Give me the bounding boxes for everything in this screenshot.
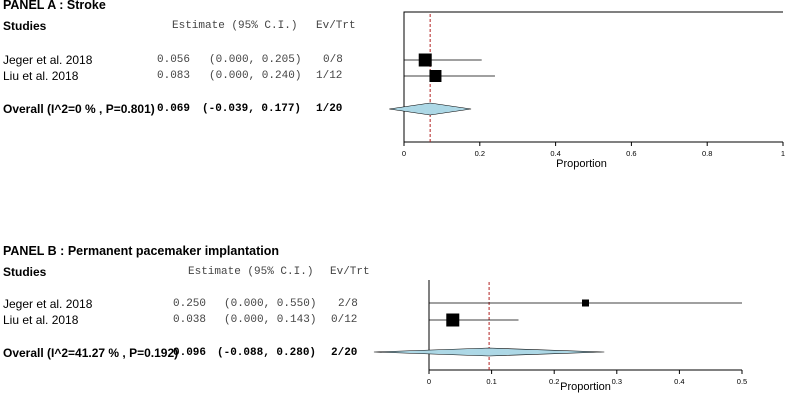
panel-b-x-axis-label: Proportion xyxy=(560,381,611,393)
panel-b-study-point xyxy=(582,299,589,307)
panel-b-x-tick-label: 0.5 xyxy=(737,377,747,386)
panel-a-header-estimate: Estimate (95% C.I.) xyxy=(172,20,298,32)
panel-a-overall-diamond xyxy=(389,102,472,116)
panel-b-header-evtrt: Ev/Trt xyxy=(330,266,370,278)
panel-b-study-point xyxy=(446,313,460,327)
panel-a-x-tick-label: 0.4 xyxy=(550,149,560,158)
panel-a-overall-ci: (-0.039, 0.177) xyxy=(202,103,302,115)
panel-b-study-ci: (0.000, 0.143) xyxy=(224,314,317,326)
panel-b-overall-diamond xyxy=(373,347,605,357)
panel-b-title: PANEL B : Permanent pacemaker implantati… xyxy=(3,244,280,258)
panel-a-study-ci: (0.000, 0.205) xyxy=(209,54,302,66)
panel-a-study-name: Liu et al. 2018 xyxy=(3,69,79,83)
panel-b-x-tick-label: 0.4 xyxy=(674,377,684,386)
panel-a-header-studies: Studies xyxy=(3,19,47,33)
panel-a-study-point xyxy=(418,53,432,67)
panel-a-x-axis-label: Proportion xyxy=(556,158,607,170)
panel-b-study-estimate: 0.038 xyxy=(173,314,207,326)
panel-b-overall-estimate: 0.096 xyxy=(173,347,207,359)
panel-b-study-evtrt: 2/8 xyxy=(338,298,358,310)
panel-a-x-tick-label: 0.8 xyxy=(702,149,712,158)
panel-a-x-tick-label: 1 xyxy=(781,149,785,158)
panel-b-x-tick-label: 0 xyxy=(427,377,431,386)
panel-a-study-evtrt: 1/12 xyxy=(316,70,343,82)
panel-a-study-estimate: 0.083 xyxy=(157,70,191,82)
panel-b-study-estimate: 0.250 xyxy=(173,298,207,310)
panel-a-study-evtrt: 0/8 xyxy=(323,54,343,66)
panel-b-overall-evtrt: 2/20 xyxy=(331,347,358,359)
panel-a-study-estimate: 0.056 xyxy=(157,54,191,66)
panel-a-overall-label: Overall (I^2=0 % , P=0.801) xyxy=(3,102,155,116)
panel-b-overall-label: Overall (I^2=41.27 % , P=0.192) xyxy=(3,346,179,360)
panel-a-x-tick-label: 0.2 xyxy=(475,149,485,158)
panel-b-study-name: Jeger et al. 2018 xyxy=(3,297,93,311)
panel-a-study-point xyxy=(429,70,442,82)
panel-a-study-ci: (0.000, 0.240) xyxy=(209,70,302,82)
panel-b-header-studies: Studies xyxy=(3,265,47,279)
panel-b-x-tick-label: 0.3 xyxy=(612,377,622,386)
panel-b-x-tick-label: 0.1 xyxy=(486,377,496,386)
panel-b-header-estimate: Estimate (95% C.I.) xyxy=(188,266,314,278)
panel-a-header-evtrt: Ev/Trt xyxy=(316,20,356,32)
panel-a-x-tick-label: 0.6 xyxy=(626,149,636,158)
panel-a-overall-estimate: 0.069 xyxy=(157,103,191,115)
panel-b-study-ci: (0.000, 0.550) xyxy=(224,298,317,310)
panel-a-study-name: Jeger et al. 2018 xyxy=(3,53,93,67)
panel-a-x-tick-label: 0 xyxy=(402,149,406,158)
panel-b-study-name: Liu et al. 2018 xyxy=(3,313,79,327)
panel-a-title: PANEL A : Stroke xyxy=(3,0,106,12)
panel-a-plot-frame xyxy=(403,11,783,142)
panel-a-overall-evtrt: 1/20 xyxy=(316,103,343,115)
panel-b-study-evtrt: 0/12 xyxy=(331,314,358,326)
panel-b-x-tick-label: 0.2 xyxy=(549,377,559,386)
panel-b-overall-ci: (-0.088, 0.280) xyxy=(217,347,317,359)
